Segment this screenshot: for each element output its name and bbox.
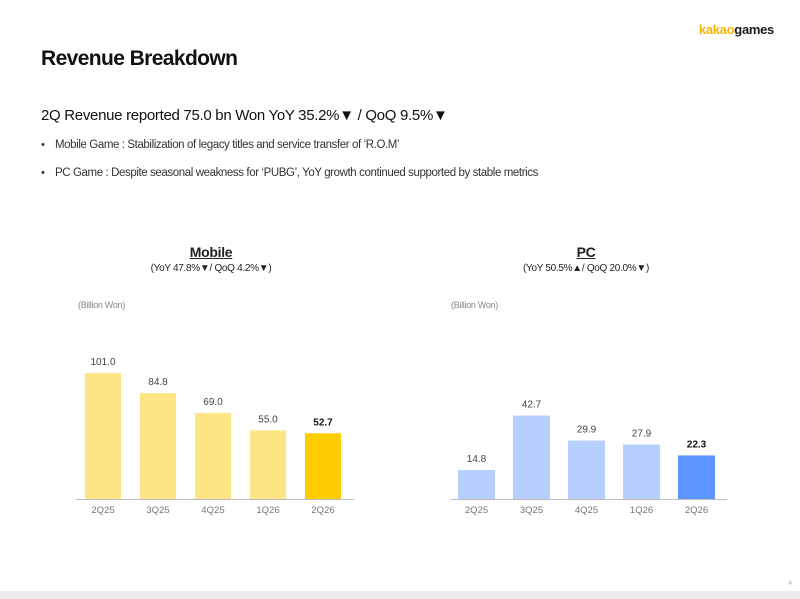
kakaogames-logo: kakaogames: [699, 22, 774, 37]
pc-bar-2q26: [678, 455, 715, 499]
pc-value-label: 22.3: [687, 439, 707, 450]
page-title: Revenue Breakdown: [41, 47, 238, 70]
pc-value-label: 29.9: [577, 425, 597, 436]
mobile-value-label: 55.0: [258, 414, 278, 425]
page-number: 4: [788, 581, 792, 587]
mobile-tick-label: 4Q25: [201, 505, 224, 516]
bullet-mobile: Mobile Game : Stabilization of legacy ti…: [41, 139, 538, 167]
mobile-bar-2q25: [85, 373, 121, 499]
footer-bar: [0, 591, 800, 599]
pc-value-label: 27.9: [632, 428, 652, 439]
mobile-chart-title: Mobile: [189, 244, 233, 260]
pc-value-label: 14.8: [467, 454, 487, 465]
pc-unit-label: (Billion Won): [451, 300, 498, 310]
pc-tick-label: 4Q25: [575, 505, 598, 516]
pc-tick-label: 1Q26: [630, 505, 653, 516]
pc-bar-1q26: [623, 444, 660, 499]
pc-tick-label: 2Q25: [465, 505, 488, 516]
mobile-bar-2q26: [305, 433, 341, 499]
pc-tick-label: 2Q26: [685, 505, 708, 516]
mobile-unit-label: (Billion Won): [78, 300, 125, 310]
bullet-pc: PC Game : Despite seasonal weakness for …: [41, 167, 538, 195]
bullet-list: Mobile Game : Stabilization of legacy ti…: [41, 139, 538, 195]
mobile-value-label: 101.0: [90, 357, 115, 368]
pc-tick-label: 3Q25: [520, 505, 543, 516]
mobile-chart-subtitle: (YoY 47.8%▼/ QoQ 4.2%▼): [150, 263, 272, 274]
logo-games: games: [734, 22, 774, 37]
mobile-bar-1q26: [250, 430, 286, 499]
mobile-tick-label: 2Q26: [311, 505, 334, 516]
pc-chart-title: PC: [576, 244, 596, 260]
mobile-value-label: 84.8: [148, 377, 168, 388]
mobile-bar-3q25: [140, 393, 176, 499]
revenue-headline: 2Q Revenue reported 75.0 bn Won YoY 35.2…: [41, 107, 448, 124]
logo-kakao: kakao: [698, 22, 735, 37]
pc-bar-4q25: [568, 440, 605, 499]
pc-bar-2q25: [458, 470, 495, 499]
mobile-bar-4q25: [195, 412, 231, 499]
pc-bar-3q25: [513, 415, 550, 499]
mobile-tick-label: 1Q26: [256, 505, 279, 516]
mobile-tick-label: 3Q25: [146, 505, 169, 516]
pc-chart-subtitle: (YoY 50.5%▲/ QoQ 20.0%▼): [523, 263, 649, 274]
mobile-value-label: 52.7: [313, 417, 333, 428]
pc-value-label: 42.7: [522, 400, 542, 411]
mobile-tick-label: 2Q25: [91, 505, 114, 516]
mobile-value-label: 69.0: [203, 397, 223, 408]
